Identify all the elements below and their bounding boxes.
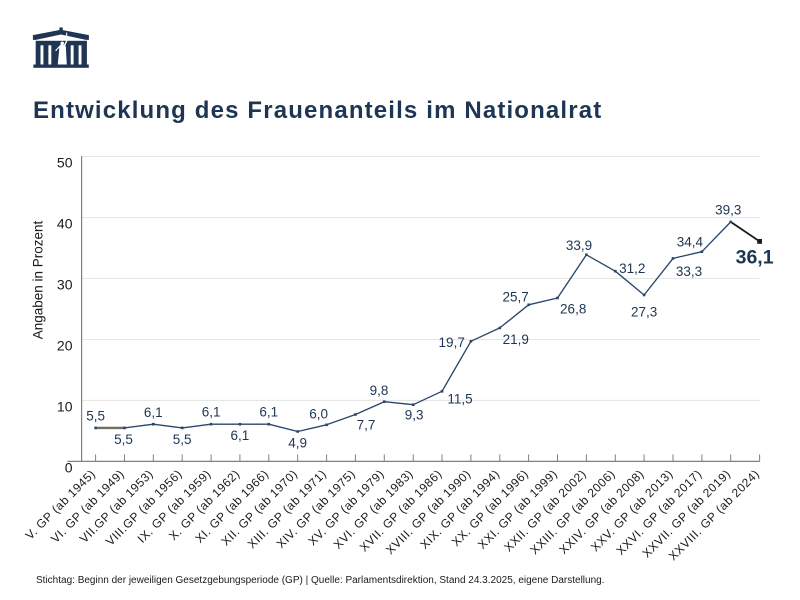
svg-text:6,1: 6,1	[144, 405, 163, 420]
svg-text:4,9: 4,9	[288, 436, 307, 451]
svg-text:25,7: 25,7	[502, 289, 528, 304]
svg-text:33,3: 33,3	[676, 264, 702, 279]
svg-text:39,3: 39,3	[715, 203, 741, 218]
svg-text:11,5: 11,5	[447, 391, 472, 406]
svg-text:31,2: 31,2	[619, 261, 645, 276]
svg-text:5,5: 5,5	[173, 432, 192, 447]
svg-text:10: 10	[57, 398, 73, 414]
svg-text:40: 40	[57, 216, 73, 232]
svg-text:6,0: 6,0	[309, 407, 328, 422]
svg-text:9,8: 9,8	[370, 383, 389, 398]
svg-text:5,5: 5,5	[86, 408, 105, 423]
svg-text:26,8: 26,8	[560, 302, 586, 317]
svg-text:50: 50	[57, 155, 73, 171]
svg-text:27,3: 27,3	[631, 305, 657, 320]
svg-text:6,1: 6,1	[259, 405, 278, 420]
svg-text:21,9: 21,9	[503, 332, 529, 347]
svg-text:20: 20	[57, 338, 73, 354]
svg-text:6,1: 6,1	[231, 428, 250, 443]
svg-text:30: 30	[57, 277, 73, 293]
svg-text:6,1: 6,1	[202, 405, 221, 420]
svg-text:0: 0	[65, 459, 73, 475]
svg-text:5,5: 5,5	[114, 432, 133, 447]
svg-text:36,1: 36,1	[736, 247, 774, 269]
svg-text:7,7: 7,7	[357, 418, 376, 433]
svg-text:9,3: 9,3	[405, 408, 424, 423]
svg-text:Angaben in Prozent: Angaben in Prozent	[31, 220, 46, 339]
svg-text:33,9: 33,9	[566, 238, 592, 253]
svg-text:19,7: 19,7	[439, 335, 465, 350]
svg-text:34,4: 34,4	[677, 235, 704, 250]
